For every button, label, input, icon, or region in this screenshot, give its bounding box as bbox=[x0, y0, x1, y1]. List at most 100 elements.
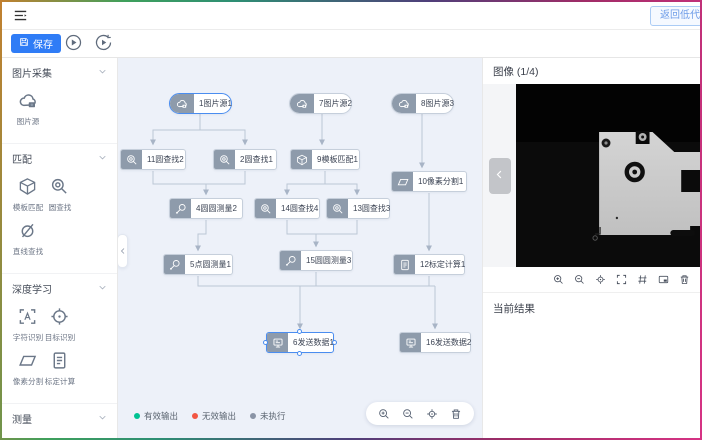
port-handle[interactable] bbox=[332, 340, 337, 345]
measure-circle-icon bbox=[18, 437, 38, 438]
current-result-title: 当前结果 bbox=[493, 303, 535, 315]
run-button[interactable] bbox=[64, 34, 83, 53]
circle-find-icon bbox=[50, 177, 70, 197]
node-image-source-3[interactable]: 8图片源3 bbox=[391, 93, 454, 114]
cloud-image-icon bbox=[290, 94, 314, 113]
cloud-image-icon bbox=[392, 94, 416, 113]
section-matching: 匹配 模板匹配 圆查找 直线查找 bbox=[2, 144, 117, 274]
trash-icon[interactable] bbox=[679, 274, 690, 285]
top-header-bar: 返回低代 bbox=[2, 2, 700, 30]
camera-image[interactable] bbox=[516, 84, 700, 267]
node-point-circle-measure-1[interactable]: 5点圆测量1 bbox=[163, 254, 233, 275]
tool-item-template-match[interactable]: 模板匹配 bbox=[12, 177, 44, 213]
zoom-in-icon[interactable] bbox=[378, 408, 390, 420]
prev-image-button[interactable] bbox=[488, 157, 511, 194]
section-title: 匹配 bbox=[12, 155, 32, 166]
segment-icon bbox=[392, 172, 413, 191]
green-dot bbox=[134, 413, 140, 419]
chevron-down-icon[interactable] bbox=[98, 67, 107, 79]
menu-icon[interactable] bbox=[13, 9, 28, 22]
locate-icon[interactable] bbox=[595, 274, 606, 285]
node-circle-find-4[interactable]: 14圆查找4 bbox=[254, 198, 320, 219]
target-icon bbox=[50, 307, 70, 327]
tool-item-circle-circle-measure[interactable]: 圆圆测量 bbox=[12, 437, 44, 438]
tool-item-target-detect[interactable]: 目标识别 bbox=[44, 307, 76, 343]
tool-sidebar: 图片采集 图片源 匹配 模板匹配 bbox=[2, 58, 118, 438]
chevron-down-icon[interactable] bbox=[98, 413, 107, 425]
fit-view-icon[interactable] bbox=[426, 408, 438, 420]
image-toolbar bbox=[483, 267, 700, 293]
viewer-nav-strip bbox=[483, 84, 516, 267]
node-image-source-1[interactable]: 1图片源1 bbox=[169, 93, 232, 114]
save-icon bbox=[19, 37, 29, 50]
node-circle-circle-measure-3[interactable]: 15圆圆测量3 bbox=[279, 250, 353, 271]
sidebar-collapse-handle[interactable] bbox=[118, 234, 128, 268]
section-deep-learning: 深度学习 字符识别 目标识别 像素分割 标定计算 bbox=[2, 274, 117, 404]
node-send-data-1[interactable]: 6发送数据1 bbox=[263, 329, 337, 356]
image-viewer bbox=[483, 84, 700, 267]
port-handle[interactable] bbox=[263, 340, 268, 345]
legend-valid-output: 有效输出 bbox=[134, 410, 178, 422]
cloud-image-icon bbox=[170, 94, 194, 113]
red-dot bbox=[192, 413, 199, 419]
circle-find-icon bbox=[214, 150, 235, 169]
node-image-source-2[interactable]: 7图片源2 bbox=[289, 93, 352, 114]
measure-point-circle-icon bbox=[164, 255, 185, 274]
run-once-button[interactable] bbox=[94, 34, 113, 53]
section-title: 深度学习 bbox=[12, 285, 52, 296]
node-circle-find-3[interactable]: 13圆查找3 bbox=[326, 198, 390, 219]
tool-item-ocr[interactable]: 字符识别 bbox=[12, 307, 44, 343]
cube-icon bbox=[18, 177, 38, 197]
node-circle-circle-measure-2[interactable]: 4圆圆测量2 bbox=[169, 198, 243, 219]
flow-edges bbox=[150, 114, 438, 330]
tool-item-pixel-segment[interactable]: 像素分割 bbox=[12, 351, 44, 387]
port-handle[interactable] bbox=[297, 351, 302, 356]
chevron-down-icon[interactable] bbox=[98, 283, 107, 295]
node-template-match-1[interactable]: 9模板匹配1 bbox=[290, 149, 360, 170]
image-preview-panel: 图像 (1/4) bbox=[482, 58, 700, 438]
tool-item-image-source[interactable]: 图片源 bbox=[12, 91, 44, 127]
status-legend: 有效输出 无效输出 未执行 bbox=[134, 410, 286, 422]
node-send-data-2[interactable]: 16发送数据2 bbox=[399, 332, 471, 353]
grid-icon[interactable] bbox=[637, 274, 648, 285]
section-measurement: 测量 圆圆测量 点圆测量 点点测量 bbox=[2, 404, 117, 438]
back-to-lowcode-button[interactable]: 返回低代 bbox=[650, 6, 700, 26]
document-icon bbox=[394, 255, 415, 274]
document-icon bbox=[50, 351, 70, 371]
device-icon bbox=[400, 333, 421, 352]
tool-item-line-find[interactable]: 直线查找 bbox=[12, 221, 44, 257]
zoom-in-icon[interactable] bbox=[553, 274, 564, 285]
line-find-icon bbox=[18, 221, 38, 241]
image-panel-title: 图像 (1/4) bbox=[493, 66, 539, 78]
measure-circle-icon bbox=[170, 199, 191, 218]
node-circle-find-2[interactable]: 11圆查找2 bbox=[120, 149, 186, 170]
ocr-icon bbox=[18, 307, 38, 327]
legend-invalid-output: 无效输出 bbox=[192, 410, 236, 422]
port-handle[interactable] bbox=[297, 329, 302, 334]
circle-find-icon bbox=[255, 199, 276, 218]
tool-item-calibration[interactable]: 标定计算 bbox=[44, 351, 76, 387]
tool-item-circle-find[interactable]: 圆查找 bbox=[44, 177, 76, 213]
canvas-zoom-controls bbox=[366, 402, 474, 425]
snapshot-icon[interactable] bbox=[658, 274, 669, 285]
action-toolbar: 保存 bbox=[2, 30, 700, 58]
node-pixel-segment-1[interactable]: 10像素分割1 bbox=[391, 171, 467, 192]
zoom-out-icon[interactable] bbox=[574, 274, 585, 285]
chevron-down-icon[interactable] bbox=[98, 153, 107, 165]
node-calibration-1[interactable]: 12标定计算1 bbox=[393, 254, 465, 275]
segment-icon bbox=[18, 351, 38, 371]
circle-find-icon bbox=[121, 150, 142, 169]
node-circle-find-1[interactable]: 2圆查找1 bbox=[213, 149, 277, 170]
zoom-out-icon[interactable] bbox=[402, 408, 414, 420]
tool-item-point-circle-measure[interactable]: 点圆测量 bbox=[44, 437, 76, 438]
section-image-acquisition: 图片采集 图片源 bbox=[2, 58, 117, 144]
flow-canvas[interactable]: 1图片源1 7图片源2 8图片源3 11圆查找2 2圆查找1 9模板匹配1 10… bbox=[118, 58, 482, 438]
trash-icon[interactable] bbox=[450, 408, 462, 420]
fullscreen-icon[interactable] bbox=[616, 274, 627, 285]
save-button[interactable]: 保存 bbox=[11, 34, 61, 53]
device-icon bbox=[267, 333, 288, 352]
legend-not-executed: 未执行 bbox=[250, 410, 286, 422]
cloud-image-icon bbox=[18, 91, 38, 111]
